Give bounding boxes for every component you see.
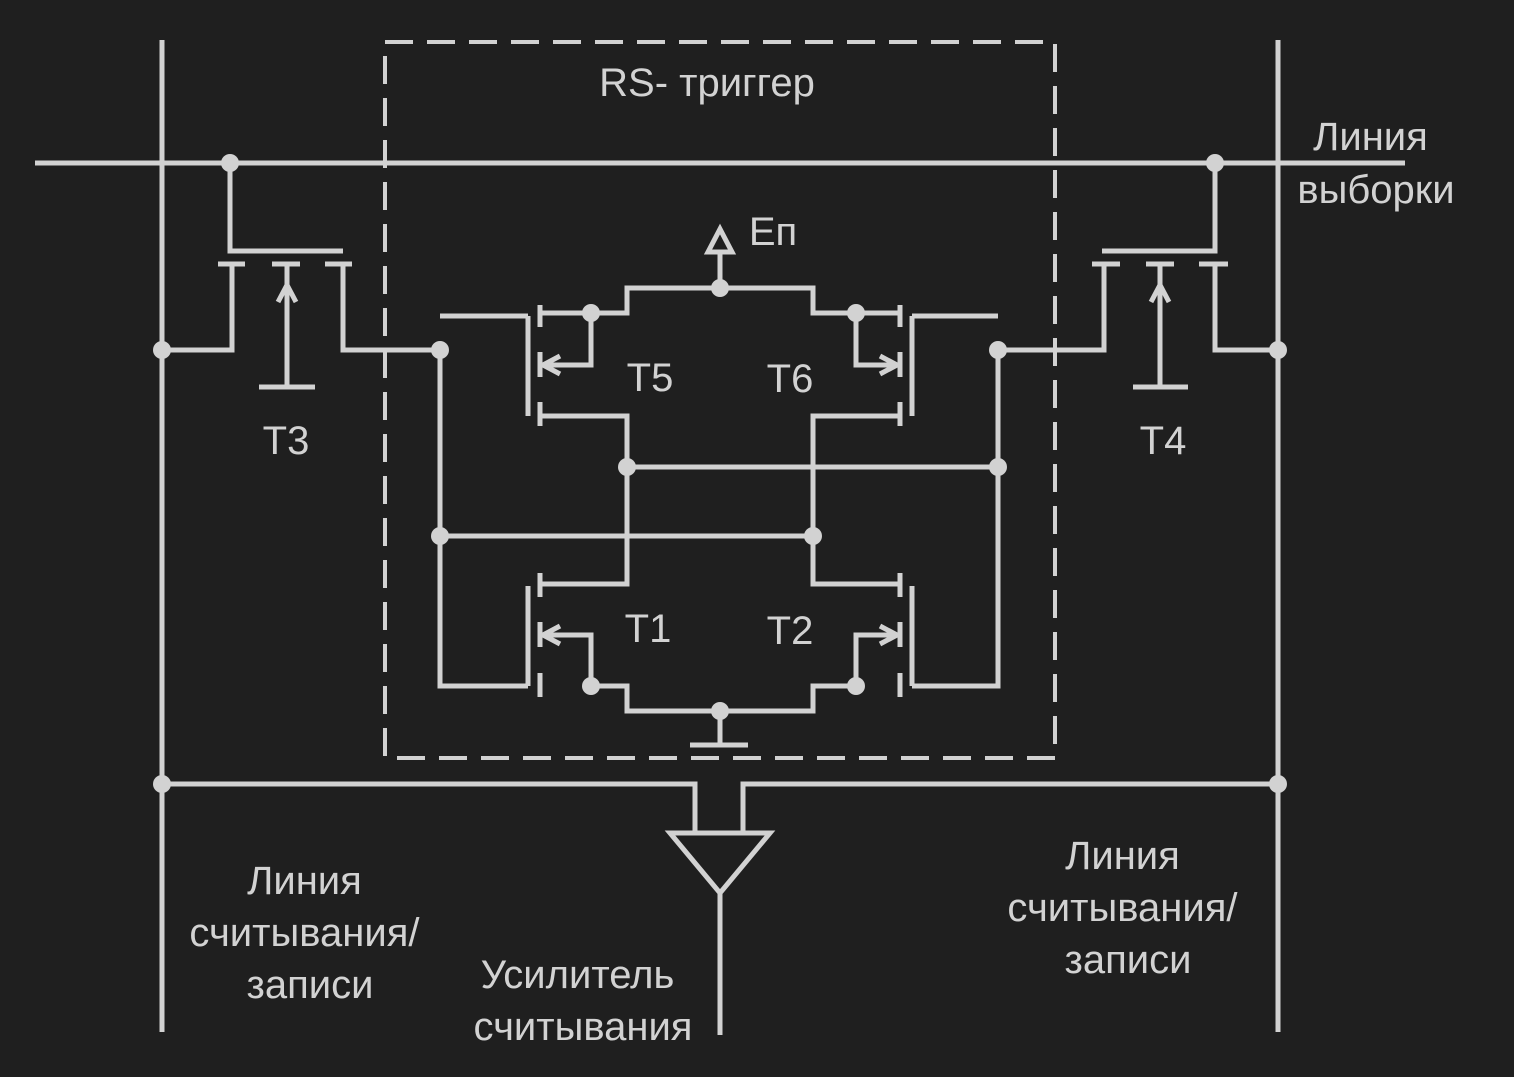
sense-amplifier bbox=[664, 830, 776, 1035]
node-left bbox=[437, 313, 528, 689]
transistor-t3 bbox=[162, 163, 440, 390]
t3-label: T3 bbox=[263, 419, 310, 463]
transistor-t6 bbox=[810, 305, 915, 536]
transistor-t2 bbox=[810, 536, 915, 697]
power-supply bbox=[591, 223, 856, 316]
sense-amp-label: Усилитель считывания bbox=[474, 953, 693, 1049]
junction-dots bbox=[153, 154, 1287, 793]
transistor-t4 bbox=[998, 163, 1278, 390]
transistor-t5 bbox=[525, 305, 630, 536]
t6-label: T6 bbox=[767, 357, 814, 401]
node-right bbox=[912, 313, 1001, 689]
rw-line-left-label: Линия считывания/ записи bbox=[189, 859, 430, 1007]
t2-label: T2 bbox=[767, 609, 814, 653]
rs-trigger-label: RS- триггер bbox=[599, 61, 815, 105]
bus-left bbox=[162, 781, 698, 833]
rs-trigger-boundary bbox=[383, 40, 1057, 760]
t4-label: T4 bbox=[1140, 419, 1187, 463]
t1-label: T1 bbox=[625, 607, 672, 651]
power-label: Eп bbox=[749, 210, 797, 254]
bus-right bbox=[740, 781, 1278, 833]
t5-label: T5 bbox=[627, 356, 674, 400]
rw-line-right-label: Линия считывания/ записи bbox=[1007, 834, 1248, 982]
transistor-t1 bbox=[525, 467, 630, 697]
select-line-label: Линия выборки bbox=[1297, 115, 1454, 212]
